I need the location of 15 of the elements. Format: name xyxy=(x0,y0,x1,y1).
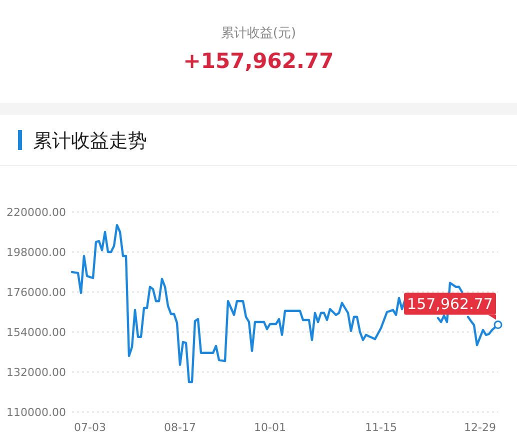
x-tick-label: 08-17 xyxy=(164,421,196,434)
x-tick-label: 12-29 xyxy=(464,421,496,434)
y-tick-label: 198000.00 xyxy=(6,246,66,259)
x-tick-label: 10-01 xyxy=(254,421,286,434)
y-tick-label: 110000.00 xyxy=(6,406,66,419)
text: +157,962.77 xyxy=(183,49,334,73)
text: 累计收益(元) xyxy=(220,26,296,41)
annotation: 157,962.77 xyxy=(407,295,493,314)
y-tick-label: 220000.00 xyxy=(6,206,66,219)
x-tick-label: 07-03 xyxy=(74,421,106,434)
y-tick-label: 154000.00 xyxy=(6,326,66,339)
chart-title: 累计收益走势 xyxy=(33,130,147,152)
y-tick-label: 132000.00 xyxy=(6,366,66,379)
x-tick-label: 11-15 xyxy=(365,421,397,434)
y-tick-label: 176000.00 xyxy=(6,286,66,299)
